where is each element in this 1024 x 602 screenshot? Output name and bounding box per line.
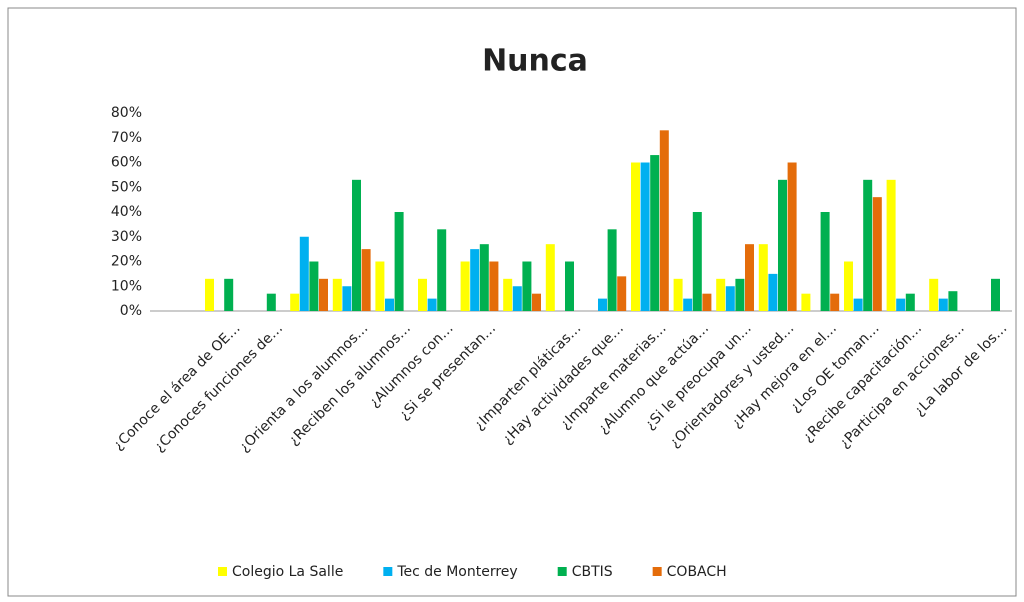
y-tick-label: 0% [120, 303, 142, 319]
bar [830, 293, 840, 311]
bar [503, 278, 513, 311]
bar [224, 278, 234, 311]
bar [489, 261, 499, 311]
bar [545, 244, 555, 311]
bar [659, 130, 669, 311]
bar [617, 276, 627, 311]
bar [948, 291, 958, 311]
chart-title: Nunca [482, 44, 588, 79]
bar [905, 293, 915, 311]
bar [598, 298, 607, 311]
bar [844, 261, 853, 311]
bar [820, 212, 830, 311]
bar [886, 179, 896, 311]
bar [631, 162, 640, 311]
bar [470, 249, 480, 311]
legend-label: CBTIS [572, 564, 613, 580]
bar [650, 155, 660, 311]
bar [290, 293, 300, 311]
y-tick-label: 30% [111, 229, 142, 245]
y-tick-label: 60% [111, 155, 142, 171]
legend-label: COBACH [667, 564, 727, 580]
y-tick-label: 20% [111, 254, 142, 270]
bar [787, 162, 797, 311]
bar [801, 293, 811, 311]
bar [640, 162, 650, 311]
bar [394, 212, 404, 311]
legend-swatch [557, 567, 567, 576]
bar [205, 278, 214, 311]
bar [872, 197, 882, 311]
bar [565, 261, 574, 311]
bar [716, 278, 726, 311]
bar [319, 278, 328, 311]
legend-label: Colegio La Salle [232, 564, 343, 580]
y-tick-label: 80% [111, 105, 142, 121]
bar [418, 278, 427, 311]
bar [427, 298, 437, 311]
legend-label: Tec de Monterrey [396, 564, 517, 580]
y-tick-label: 10% [111, 278, 142, 294]
bar [375, 261, 385, 311]
bar [768, 273, 778, 311]
bar [342, 286, 352, 311]
bar [938, 298, 948, 311]
bar [853, 298, 863, 311]
bar [512, 286, 522, 311]
bar [692, 212, 702, 311]
bar [683, 298, 693, 311]
bar [522, 261, 532, 311]
bar [332, 278, 342, 311]
bar [673, 278, 683, 311]
bar [309, 261, 319, 311]
y-tick-label: 40% [111, 204, 142, 220]
bar [361, 249, 371, 311]
bar [437, 229, 447, 311]
bar [929, 278, 939, 311]
y-tick-label: 50% [111, 179, 142, 195]
bar [778, 179, 787, 311]
legend-swatch [218, 567, 227, 576]
bar [479, 244, 489, 311]
bar [725, 286, 735, 311]
bar [607, 229, 617, 311]
bar [299, 236, 309, 311]
bar [385, 298, 394, 311]
legend-swatch [652, 567, 662, 576]
bar [460, 261, 470, 311]
y-tick-label: 70% [111, 130, 142, 146]
bar [863, 179, 873, 311]
bar [702, 293, 712, 311]
bar [352, 179, 361, 311]
bar [735, 278, 745, 311]
bar [896, 298, 906, 311]
bar [532, 293, 541, 311]
bar [758, 244, 768, 311]
legend-swatch [383, 567, 393, 576]
bar [745, 244, 754, 311]
bar [266, 293, 276, 311]
bar [991, 278, 1000, 311]
